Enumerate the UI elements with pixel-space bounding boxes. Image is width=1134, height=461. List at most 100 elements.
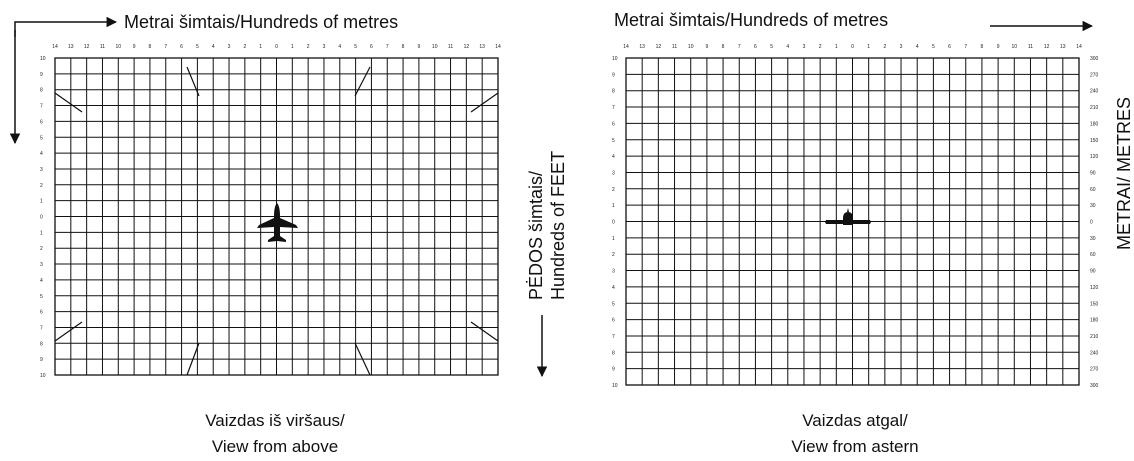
right-x-tick: 5 <box>770 44 773 50</box>
right-grid-frame <box>625 57 1080 386</box>
right-x-tick: 2 <box>883 44 886 50</box>
right-y-tick-right: 210 <box>1090 105 1099 111</box>
right-y-tick-left: 0 <box>612 220 615 226</box>
left-y-tick: 2 <box>40 246 43 252</box>
right-y-tick-left: 1 <box>612 236 615 242</box>
right-y-tick-right: 180 <box>1090 121 1099 127</box>
right-y-tick-left: 10 <box>612 56 618 62</box>
right-y-tick-right: 270 <box>1090 72 1099 78</box>
left-caption-1: Vaizdas iš viršaus/ <box>205 411 345 430</box>
right-x-tick: 7 <box>964 44 967 50</box>
right-y-tick-right: 0 <box>1090 220 1093 226</box>
left-x-tick: 13 <box>479 44 485 50</box>
left-y-tick: 10 <box>40 56 46 62</box>
left-x-tick: 7 <box>386 44 389 50</box>
left-x-tick: 10 <box>116 44 122 50</box>
left-x-tick: 13 <box>68 44 74 50</box>
right-y-tick-right: 240 <box>1090 350 1099 356</box>
left-x-tick: 1 <box>291 44 294 50</box>
right-y-tick-right: 30 <box>1090 236 1096 242</box>
right-y-tick-left: 7 <box>612 334 615 340</box>
right-y-tick-right: 150 <box>1090 138 1099 144</box>
right-caption-2: View from astern <box>791 437 918 456</box>
left-side-title-2: Hundreds of FEET <box>548 151 568 300</box>
left-caption-2: View from above <box>212 437 338 456</box>
right-x-tick: 14 <box>1076 44 1082 50</box>
right-y-tick-right: 180 <box>1090 318 1099 324</box>
left-y-tick: 1 <box>40 230 43 236</box>
right-x-tick: 12 <box>1044 44 1050 50</box>
left-side-title-1: PĖDOS šimtais/ <box>526 171 546 300</box>
right-side-title: METRAI/ METRES <box>1114 97 1134 250</box>
right-y-tick-left: 9 <box>612 367 615 373</box>
left-y-tick: 9 <box>40 357 43 363</box>
right-y-tick-left: 1 <box>612 203 615 209</box>
left-x-tick: 9 <box>133 44 136 50</box>
right-x-tick: 9 <box>997 44 1000 50</box>
right-x-tick: 6 <box>754 44 757 50</box>
left-x-tick: 6 <box>370 44 373 50</box>
left-x-tick: 6 <box>180 44 183 50</box>
right-y-tick-right: 30 <box>1090 203 1096 209</box>
right-x-tick: 1 <box>867 44 870 50</box>
left-x-tick: 4 <box>212 44 215 50</box>
left-x-tick: 1 <box>259 44 262 50</box>
left-x-tick: 12 <box>84 44 90 50</box>
right-y-tick-left: 3 <box>612 170 615 176</box>
right-x-tick: 13 <box>1060 44 1066 50</box>
right-y-tick-left: 4 <box>612 285 615 291</box>
right-panel: Metrai šimtais/Hundreds of metres 14 13 12… <box>612 10 1134 456</box>
right-x-tick-labels: 14 13 12 11 10 9 8 7 6 5 4 3 2 1 0 1 2 3 4 5 6 7 8 9 10 11 12 13 14 <box>623 44 1082 50</box>
right-y-tick-right: 240 <box>1090 89 1099 95</box>
right-x-tick: 14 <box>623 44 629 50</box>
left-x-tick: 5 <box>354 44 357 50</box>
left-y-tick: 4 <box>40 151 43 157</box>
left-y-tick: 3 <box>40 167 43 173</box>
right-y-tick-left: 4 <box>612 154 615 160</box>
right-y-tick-left: 7 <box>612 105 615 111</box>
left-x-tick: 3 <box>323 44 326 50</box>
left-y-tick: 8 <box>40 88 43 94</box>
left-top-arrow <box>14 16 118 37</box>
left-y-tick: 8 <box>40 341 43 347</box>
right-y-tick-left: 9 <box>612 72 615 78</box>
right-y-tick-right: 60 <box>1090 187 1096 193</box>
right-x-tick: 6 <box>948 44 951 50</box>
right-y-tick-right: 120 <box>1090 285 1099 291</box>
left-x-tick: 4 <box>338 44 341 50</box>
left-x-tick: 5 <box>196 44 199 50</box>
right-x-tick: 0 <box>851 44 854 50</box>
left-x-tick: 12 <box>464 44 470 50</box>
right-y-tick-left: 8 <box>612 89 615 95</box>
right-y-tick-left: 2 <box>612 187 615 193</box>
left-y-tick: 0 <box>40 215 43 221</box>
left-x-tick-labels: 14 13 12 11 10 9 8 7 6 5 4 3 2 1 0 1 2 3 4 5 6 7 8 9 10 11 12 13 14 <box>52 44 501 50</box>
right-x-tick: 10 <box>688 44 694 50</box>
left-y-tick: 1 <box>40 199 43 205</box>
left-x-tick: 0 <box>275 44 278 50</box>
left-y-tick: 6 <box>40 119 43 125</box>
right-y-tick-right: 120 <box>1090 154 1099 160</box>
left-x-tick: 11 <box>448 44 453 50</box>
right-x-tick: 4 <box>786 44 789 50</box>
left-y-tick: 3 <box>40 262 43 268</box>
left-y-tick: 7 <box>40 104 43 110</box>
right-y-tick-right: 90 <box>1090 269 1096 275</box>
left-top-title: Metrai šimtais/Hundreds of metres <box>124 12 398 32</box>
right-caption-1: Vaizdas atgal/ <box>802 411 908 430</box>
right-x-tick: 10 <box>1012 44 1018 50</box>
left-x-tick: 10 <box>432 44 438 50</box>
right-y-tick-left: 5 <box>612 301 615 307</box>
right-x-tick: 2 <box>819 44 822 50</box>
right-y-tick-left: 3 <box>612 269 615 275</box>
right-y-tick-left: 2 <box>612 252 615 258</box>
right-x-tick: 12 <box>656 44 662 50</box>
left-y-tick: 5 <box>40 294 43 300</box>
right-y-tick-left: 6 <box>612 318 615 324</box>
left-panel: Metrai šimtais/Hundreds of metres 14 13 12… <box>9 12 568 456</box>
right-x-tick: 3 <box>900 44 903 50</box>
right-y-tick-left: 8 <box>612 350 615 356</box>
left-x-tick: 14 <box>52 44 58 50</box>
